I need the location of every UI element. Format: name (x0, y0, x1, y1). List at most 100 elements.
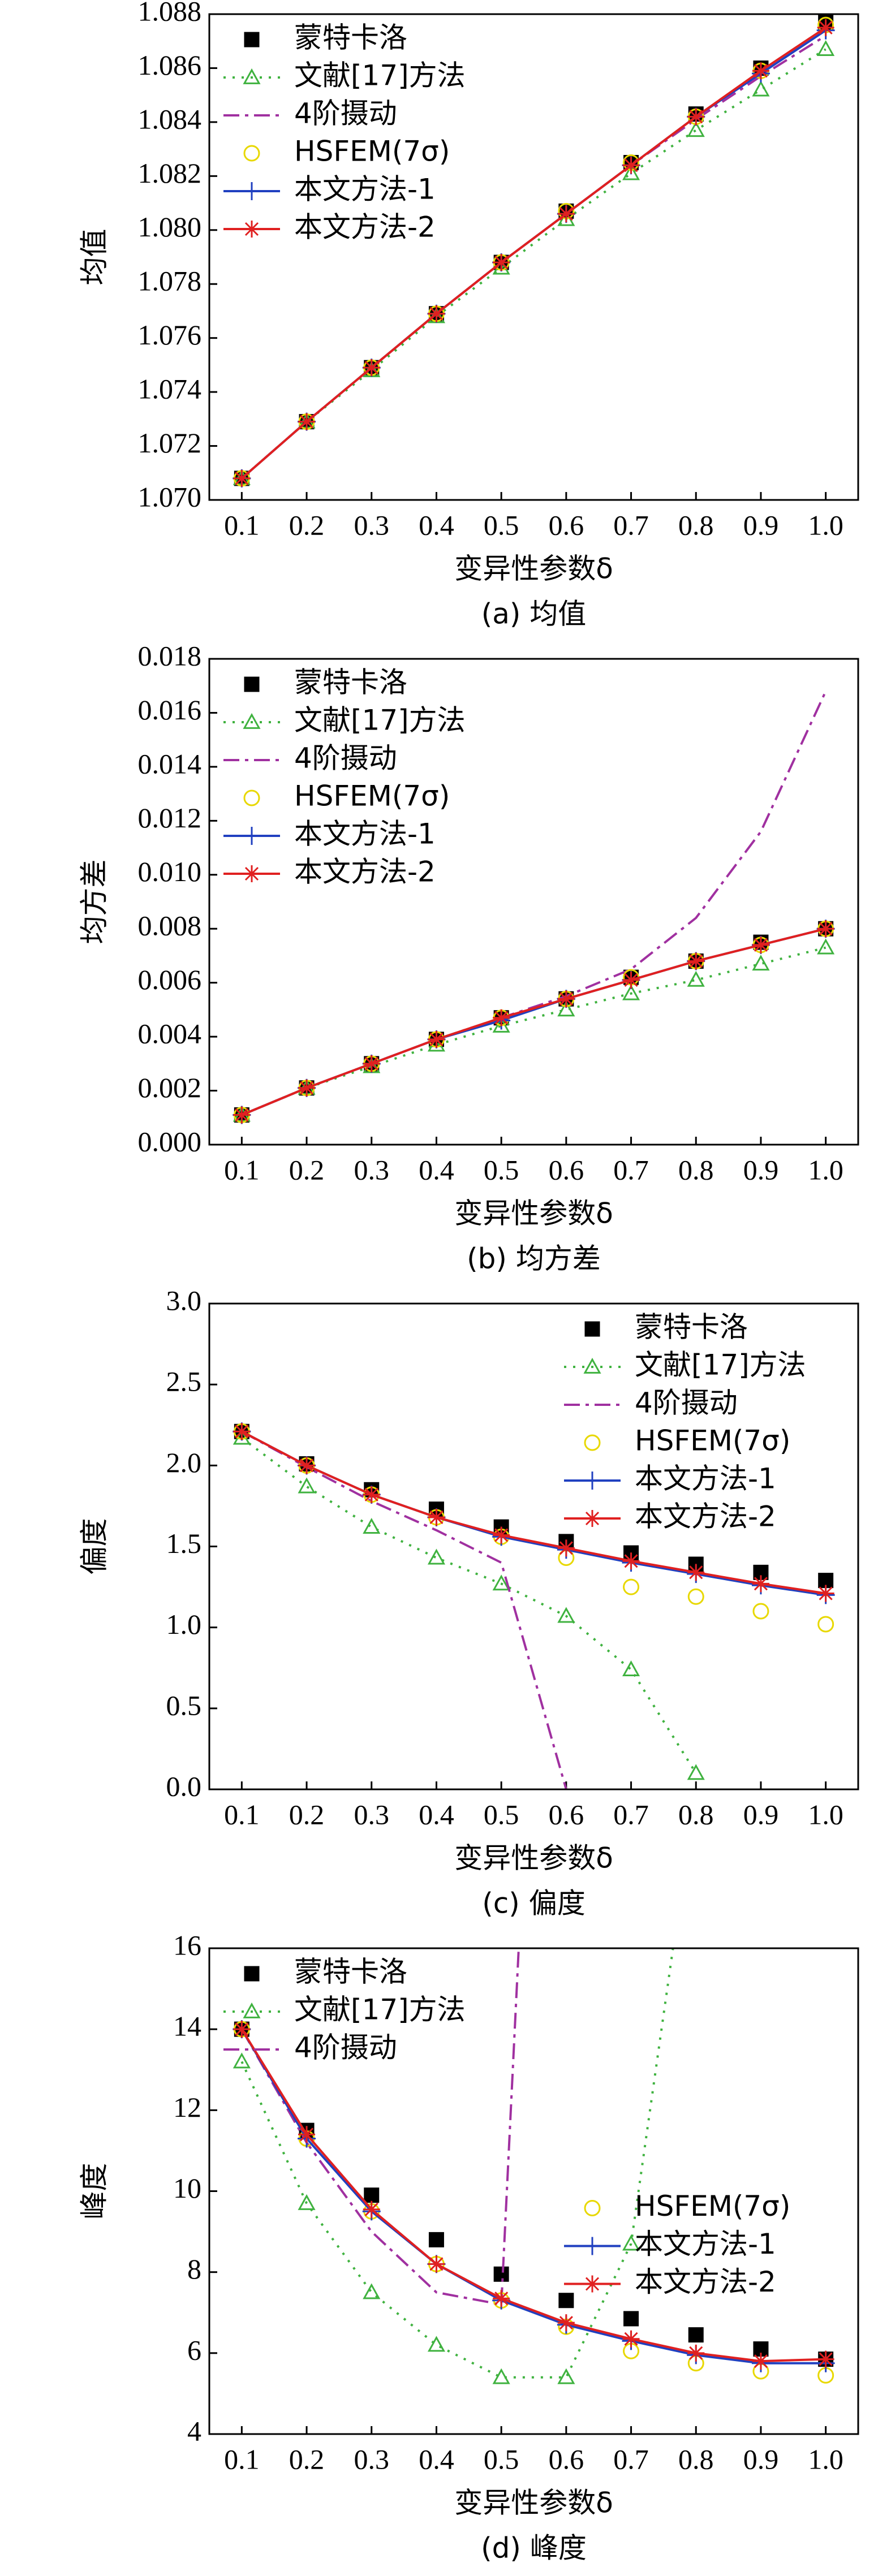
legend-label: 本文方法-2 (635, 2266, 776, 2298)
x-tick-label: 0.2 (289, 1798, 325, 1830)
x-tick-label: 0.5 (484, 2443, 519, 2475)
legend-label: HSFEM(7σ) (635, 2190, 790, 2223)
data-point (557, 1539, 575, 1557)
data-point (817, 2350, 834, 2368)
data-point (427, 2336, 445, 2352)
plot-frame (208, 1947, 859, 2435)
data-point (233, 469, 251, 487)
legend-label: 本文方法-1 (294, 818, 436, 851)
legend-label: 本文方法-1 (635, 1462, 776, 1495)
x-axis-label: 变异性参数δ (454, 553, 613, 585)
y-tick-label: 10 (173, 2172, 201, 2204)
series-line (241, 927, 827, 1116)
data-point (818, 1573, 834, 1589)
data-point (817, 40, 835, 56)
plot-frame (208, 13, 859, 501)
y-tick-label: 0.012 (138, 802, 202, 834)
data-point (363, 1055, 380, 1072)
data-point (298, 1079, 316, 1097)
legend-label: 4阶摄动 (635, 1387, 738, 1419)
data-point (622, 971, 640, 989)
legend-label: 4阶摄动 (294, 742, 397, 775)
data-point (493, 2266, 509, 2282)
y-tick-label: 1.5 (166, 1528, 202, 1559)
y-tick-label: 2.5 (166, 1366, 202, 1397)
x-tick-label: 1.0 (808, 2443, 843, 2475)
y-tick-label: 16 (173, 1929, 201, 1961)
y-tick-label: 1.074 (138, 373, 202, 405)
x-tick-label: 0.8 (678, 1154, 714, 1185)
y-tick-label: 1.082 (138, 157, 202, 189)
y-tick-label: 0.000 (138, 1125, 202, 1157)
legend-marker (584, 2275, 601, 2293)
x-tick-label: 0.5 (484, 1154, 519, 1185)
data-point (622, 2234, 640, 2251)
legend-label: 4阶摄动 (294, 2031, 397, 2064)
series-line (240, 2029, 826, 2363)
data-point (622, 2330, 640, 2348)
y-tick-label: 1.086 (138, 49, 202, 81)
x-axis-label: 变异性参数δ (454, 1197, 613, 1230)
data-point (622, 164, 640, 180)
data-point (428, 1508, 445, 1526)
legend-label: 蒙特卡洛 (294, 1956, 407, 1988)
legend-marker (584, 1321, 600, 1337)
data-point (298, 2194, 316, 2210)
data-point (817, 19, 834, 36)
y-tick-label: 0.008 (138, 910, 202, 942)
data-point (364, 2187, 380, 2203)
data-point (428, 2232, 444, 2247)
x-tick-label: 0.7 (613, 1798, 649, 1830)
plot-area (233, 14, 835, 487)
plot-area (233, 1948, 835, 2384)
data-point (363, 1486, 380, 1503)
y-tick-label: 0.016 (138, 694, 202, 726)
x-tick-label: 0.2 (289, 2443, 325, 2475)
data-point (493, 1009, 510, 1026)
legend-marker (243, 789, 260, 806)
legend-marker (244, 32, 260, 48)
x-tick-label: 0.3 (354, 1154, 390, 1185)
legend-marker (584, 2200, 601, 2216)
y-tick-label: 0.0 (166, 1770, 202, 1802)
legend-marker (583, 1357, 601, 1374)
y-tick-label: 0.5 (166, 1689, 202, 1721)
data-point (233, 1423, 251, 1440)
data-point (622, 1552, 640, 1570)
legend-marker (584, 1434, 601, 1451)
plot-frame (208, 1302, 859, 1790)
plot-area (233, 1422, 835, 1789)
chart-panel: 0.000 0.002 0.004 0.006 0.008 0.010 0.012 0.014… (78, 640, 859, 1275)
data-point (753, 1564, 769, 1580)
x-tick-label: 0.9 (743, 2443, 779, 2475)
x-tick-label: 0.8 (678, 2443, 714, 2475)
data-point (492, 2368, 510, 2384)
legend-label: HSFEM(7σ) (294, 780, 450, 813)
x-tick-label: 0.4 (419, 1798, 454, 1830)
data-point (817, 1616, 834, 1633)
data-point (298, 1457, 316, 1474)
y-tick-label: 1.080 (138, 211, 202, 243)
x-tick-label: 0.2 (289, 1154, 325, 1185)
data-point (557, 205, 575, 223)
legend-marker (243, 221, 260, 238)
data-point (817, 938, 835, 955)
x-tick-label: 0.1 (224, 1154, 260, 1185)
data-point (557, 2314, 575, 2332)
x-tick-label: 0.8 (678, 509, 714, 541)
y-tick-label: 1.084 (138, 103, 202, 135)
legend-marker (243, 827, 261, 845)
x-axis-label: 变异性参数δ (454, 1842, 613, 1875)
data-point (558, 2293, 574, 2309)
legend-label: 蒙特卡洛 (294, 21, 407, 54)
y-tick-label: 3.0 (166, 1284, 202, 1316)
data-point (557, 1607, 575, 1623)
x-tick-label: 0.3 (354, 2443, 390, 2475)
series-line (240, 1948, 674, 2379)
legend-label: 本文方法-1 (635, 2228, 776, 2260)
legend-marker (583, 2237, 601, 2255)
x-tick-label: 0.3 (354, 509, 390, 541)
y-tick-label: 1.0 (166, 1608, 202, 1640)
legend-label: 本文方法-2 (294, 211, 436, 244)
